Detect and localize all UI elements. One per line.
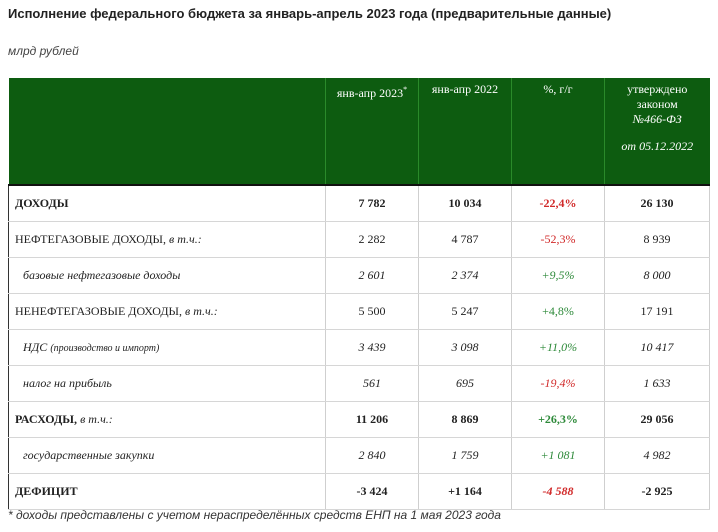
row-label: НЕФТЕГАЗОВЫЕ ДОХОДЫ, в т.ч.: [8,221,326,258]
row-label: базовые нефтегазовые доходы [8,257,326,294]
row-label: государственные закупки [8,437,326,474]
header-label-column [8,78,326,185]
cell-2023: 561 [325,365,419,402]
table-row: НЕНЕФТЕГАЗОВЫЕ ДОХОДЫ, в т.ч.: 5 500 5 2… [8,293,710,330]
table-row: НДС (производство и импорт) 3 439 3 098 … [8,329,710,366]
cell-2023: 11 206 [325,401,419,438]
table-row: государственные закупки 2 840 1 759 +1 0… [8,437,710,474]
table-row: ДЕФИЦИТ -3 424 +1 164 -4 588 -2 925 [8,473,710,510]
cell-law: 10 417 [604,329,710,366]
page-title: Исполнение федерального бюджета за январ… [8,6,612,21]
cell-2022: 1 759 [418,437,512,474]
cell-law: -2 925 [604,473,710,510]
header-approved-by-law: утверждено законом №466-ФЗ от 05.12.2022 [604,78,710,185]
table-header-row: янв-апр 2023* янв-апр 2022 %, г/г утверж… [8,78,710,185]
row-label: налог на прибыль [8,365,326,402]
cell-law: 26 130 [604,184,710,222]
cell-2023: 2 840 [325,437,419,474]
cell-law: 29 056 [604,401,710,438]
cell-2023: -3 424 [325,473,419,510]
cell-2022: 5 247 [418,293,512,330]
cell-pct: -4 588 [511,473,605,510]
budget-table: янв-апр 2023* янв-апр 2022 %, г/г утверж… [8,78,710,510]
cell-law: 17 191 [604,293,710,330]
cell-2023: 7 782 [325,184,419,222]
units-label: млрд рублей [8,44,79,58]
row-label: РАСХОДЫ, в т.ч.: [8,401,326,438]
cell-2022: 8 869 [418,401,512,438]
cell-pct: +1 081 [511,437,605,474]
row-label: НЕНЕФТЕГАЗОВЫЕ ДОХОДЫ, в т.ч.: [8,293,326,330]
cell-2023: 3 439 [325,329,419,366]
cell-pct: +11,0% [511,329,605,366]
table-row: НЕФТЕГАЗОВЫЕ ДОХОДЫ, в т.ч.: 2 282 4 787… [8,221,710,258]
header-jan-apr-2022: янв-апр 2022 [418,78,512,185]
cell-pct: +4,8% [511,293,605,330]
footnote: * доходы представлены с учетом нераспред… [8,508,501,522]
cell-2023: 2 601 [325,257,419,294]
cell-law: 8 000 [604,257,710,294]
cell-2023: 5 500 [325,293,419,330]
cell-2022: +1 164 [418,473,512,510]
table-row: РАСХОДЫ, в т.ч.: 11 206 8 869 +26,3% 29 … [8,401,710,438]
table-row: базовые нефтегазовые доходы 2 601 2 374 … [8,257,710,294]
cell-law: 1 633 [604,365,710,402]
table-row: налог на прибыль 561 695 -19,4% 1 633 [8,365,710,402]
row-label: ДЕФИЦИТ [8,473,326,510]
cell-law: 8 939 [604,221,710,258]
header-jan-apr-2023: янв-апр 2023* [325,78,419,185]
cell-pct: -52,3% [511,221,605,258]
cell-2022: 695 [418,365,512,402]
table-row: ДОХОДЫ 7 782 10 034 -22,4% 26 130 [8,184,710,222]
cell-2022: 10 034 [418,184,512,222]
cell-pct: -22,4% [511,184,605,222]
cell-2022: 2 374 [418,257,512,294]
cell-2022: 3 098 [418,329,512,366]
cell-law: 4 982 [604,437,710,474]
cell-pct: -19,4% [511,365,605,402]
row-label: НДС (производство и импорт) [8,329,326,366]
cell-pct: +9,5% [511,257,605,294]
cell-2022: 4 787 [418,221,512,258]
cell-2023: 2 282 [325,221,419,258]
cell-pct: +26,3% [511,401,605,438]
header-pct-yoy: %, г/г [511,78,605,185]
row-label: ДОХОДЫ [8,184,326,222]
